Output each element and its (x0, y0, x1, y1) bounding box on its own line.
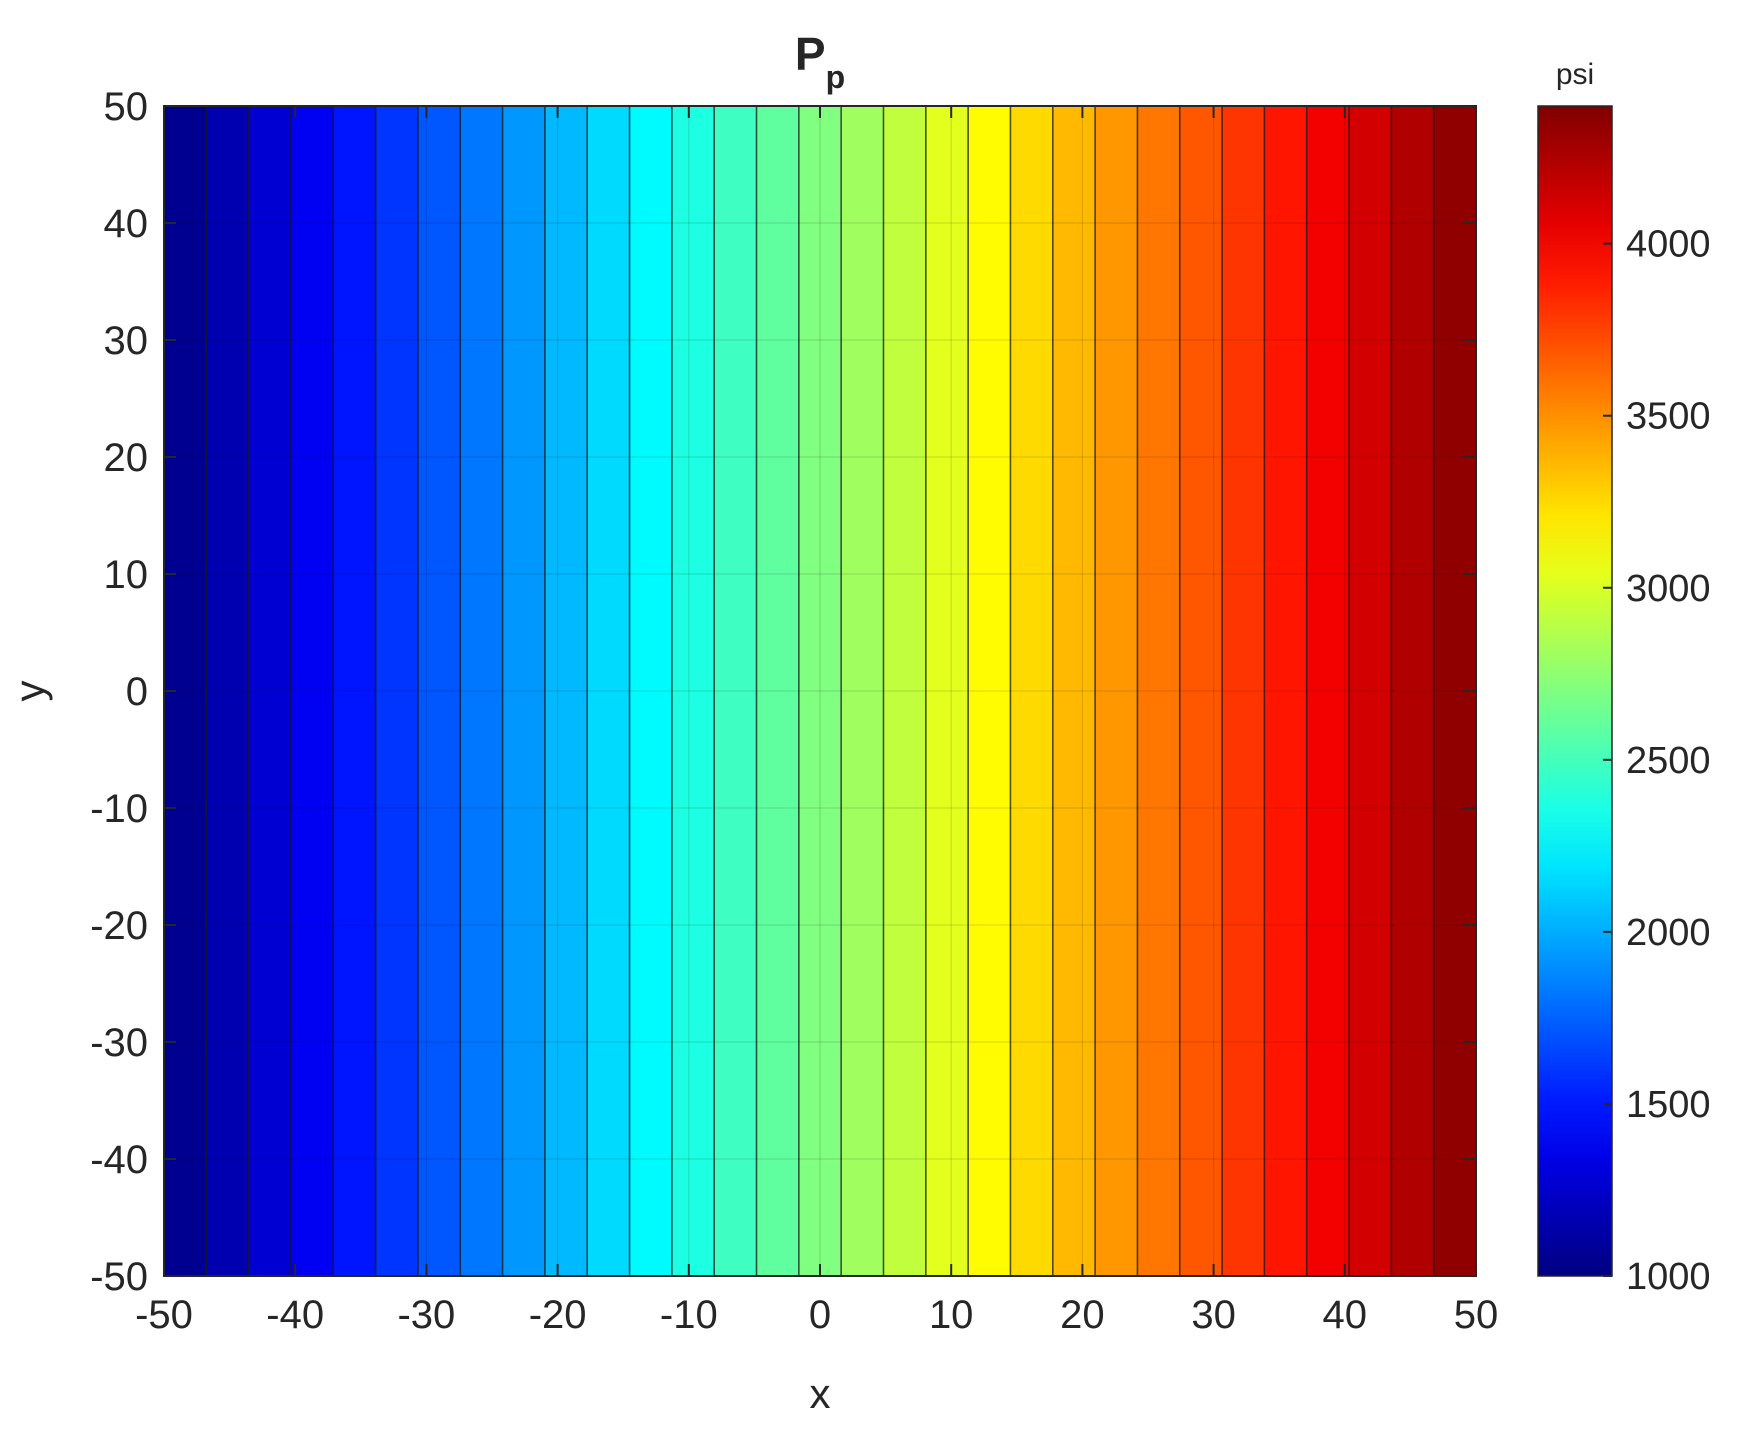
contour-band (460, 106, 504, 1276)
contour-bands (164, 106, 1477, 1276)
contour-lines (205, 106, 1435, 1276)
contour-band (417, 106, 461, 1276)
y-axis-label: y (6, 681, 53, 702)
chart-title: Pp (795, 28, 845, 95)
contour-band (1264, 106, 1308, 1276)
y-tick-label: -40 (90, 1138, 148, 1182)
contour-band (248, 106, 292, 1276)
x-tick-label: -40 (266, 1293, 324, 1337)
x-axis-label: x (810, 1370, 831, 1417)
contour-band (841, 106, 885, 1276)
contour-band (883, 106, 927, 1276)
y-tick-label: -20 (90, 904, 148, 948)
contour-band (1222, 106, 1265, 1276)
y-axis-ticks: -50 -40 -30 -20 -10 0 10 20 30 40 50 (90, 85, 1476, 1299)
contour-band (1349, 106, 1392, 1276)
y-tick-label: 30 (104, 319, 149, 363)
contour-band (544, 106, 588, 1276)
contour-band (1052, 106, 1096, 1276)
chart-title-subscript: p (826, 59, 846, 95)
contour-band (333, 106, 377, 1276)
y-tick-label: 40 (104, 202, 149, 246)
contour-band (629, 106, 673, 1276)
y-tick-label: 10 (104, 553, 149, 597)
contour-band (502, 106, 546, 1276)
x-tick-label: 20 (1060, 1293, 1105, 1337)
contour-band (1095, 106, 1139, 1276)
colorbar (1537, 105, 1613, 1277)
contour-band (925, 106, 969, 1276)
x-tick-label: -30 (397, 1293, 455, 1337)
colorbar-unit-label: psi (1556, 58, 1594, 91)
colorbar-tick-label: 2500 (1626, 740, 1711, 782)
contour-band (1306, 106, 1350, 1276)
colorbar-tick-label: 3500 (1626, 396, 1711, 438)
y-tick-label: 0 (126, 670, 148, 714)
contour-band (290, 106, 334, 1276)
colorbar-tick-label: 1500 (1626, 1084, 1711, 1126)
colorbar-tick-label: 2000 (1626, 912, 1711, 954)
contour-band (1391, 106, 1435, 1276)
colorbar-tick-label: 3000 (1626, 568, 1711, 610)
y-tick-label: -10 (90, 787, 148, 831)
colorbar-tick-label: 4000 (1626, 224, 1711, 266)
x-axis-ticks: -50 -40 -30 -20 -10 0 10 20 30 40 50 (135, 106, 1498, 1337)
contour-band (714, 106, 758, 1276)
contour-band (968, 106, 1012, 1276)
x-tick-label: 0 (809, 1293, 831, 1337)
x-tick-label: -20 (529, 1293, 587, 1337)
chart-title-main: P (795, 28, 826, 80)
contour-band (756, 106, 800, 1276)
x-tick-label: 30 (1191, 1293, 1236, 1337)
x-tick-label: 40 (1323, 1293, 1368, 1337)
contour-band (671, 106, 715, 1276)
contour-band (206, 106, 250, 1276)
contour-band (375, 106, 419, 1276)
contour-band (1179, 106, 1223, 1276)
y-tick-label: -50 (90, 1255, 148, 1299)
contour-band (798, 106, 842, 1276)
y-tick-label: 50 (104, 85, 149, 129)
colorbar-tick-label: 1000 (1626, 1256, 1711, 1298)
colorbar-ticks: 1000 1500 2000 2500 3000 3500 4000 (1603, 224, 1711, 1298)
y-tick-label: 20 (104, 436, 149, 480)
contour-band (1010, 106, 1054, 1276)
x-tick-label: -50 (135, 1293, 193, 1337)
contour-band (1137, 106, 1181, 1276)
x-tick-label: 10 (929, 1293, 974, 1337)
x-tick-label: 50 (1454, 1293, 1499, 1337)
y-tick-label: -30 (90, 1021, 148, 1065)
x-tick-label: -10 (660, 1293, 718, 1337)
contour-band (587, 106, 631, 1276)
